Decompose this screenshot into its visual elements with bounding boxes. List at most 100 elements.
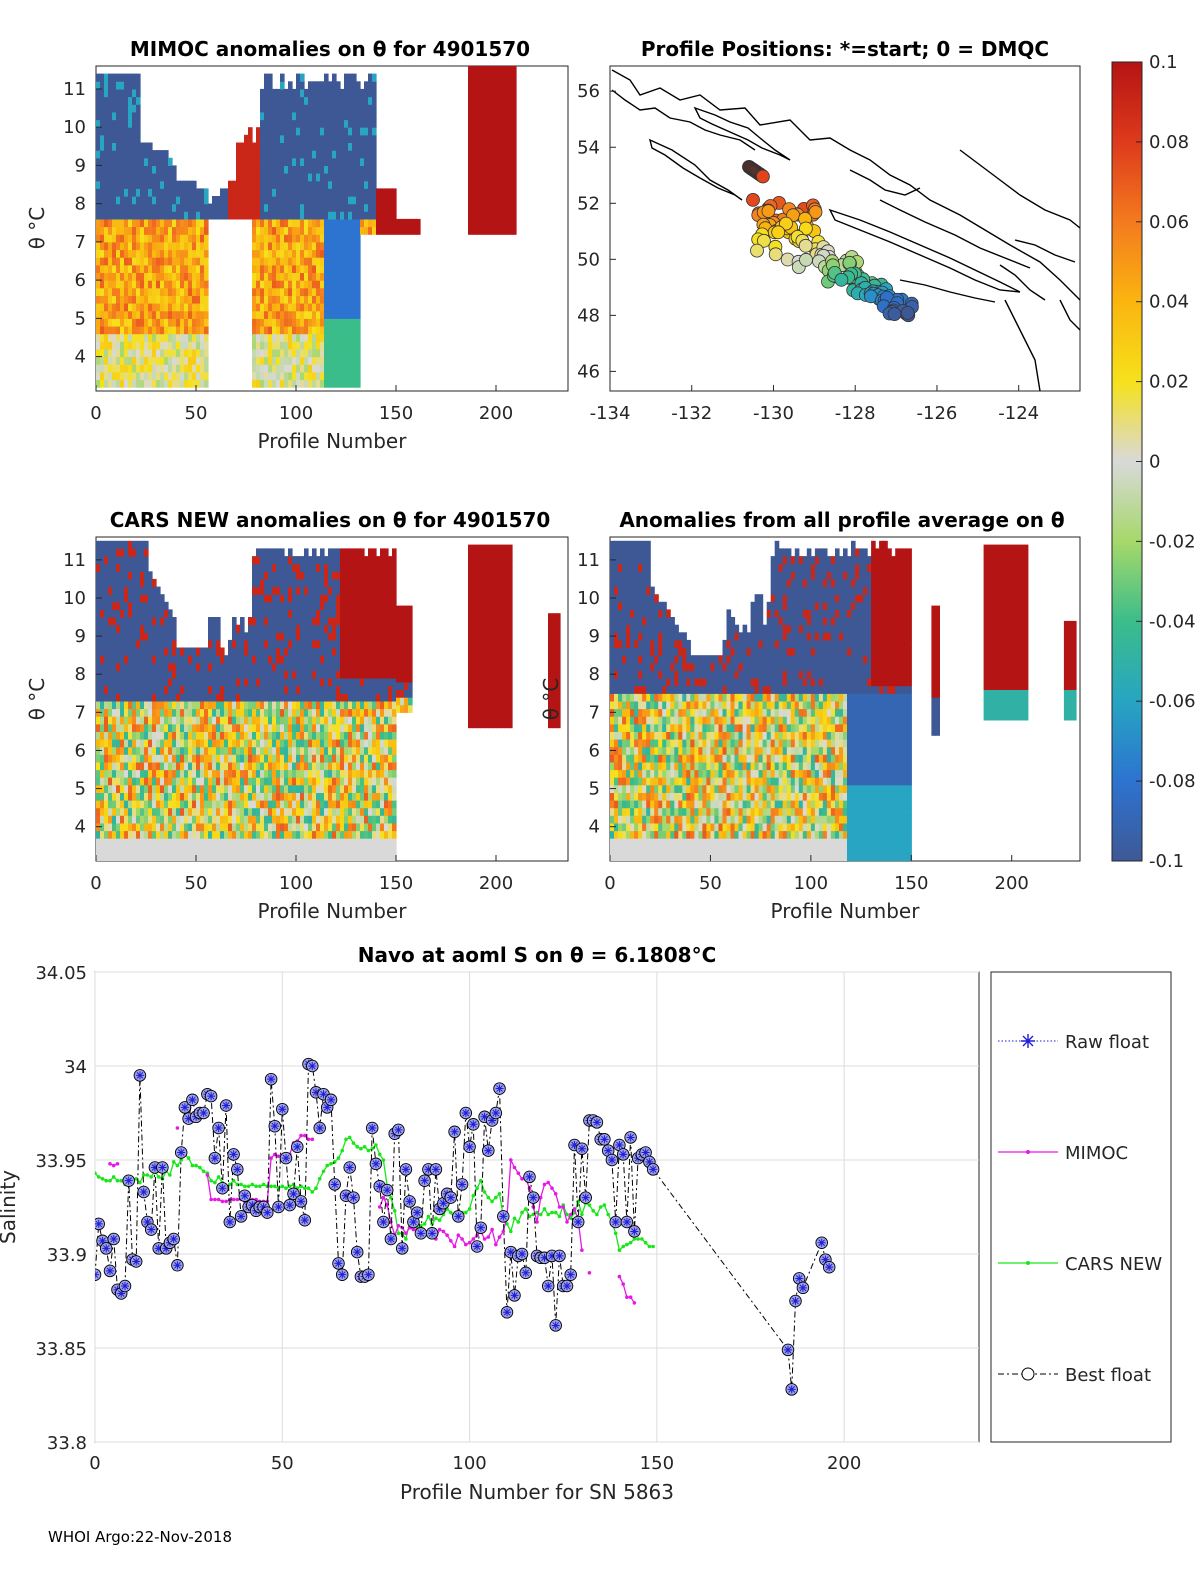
heatmap-cell — [96, 685, 101, 694]
heatmap-cell — [188, 739, 193, 748]
heatmap-cell — [260, 761, 265, 771]
heatmap-cell — [112, 326, 117, 335]
heatmap-cell — [240, 693, 245, 702]
heatmap-cell — [200, 341, 205, 350]
heatmap-cell — [336, 708, 341, 717]
heatmap-cell — [160, 746, 165, 755]
heatmap-cell — [248, 188, 253, 197]
heatmap-cell — [328, 815, 333, 824]
heatmap-cell — [192, 693, 197, 702]
heatmap-cell — [284, 563, 289, 572]
heatmap-cell — [256, 777, 261, 786]
heatmap-cell — [240, 165, 245, 174]
heatmap-cell — [148, 157, 153, 166]
heatmap-cell — [244, 700, 249, 710]
heatmap-cell — [160, 662, 165, 671]
heatmap-cell — [312, 777, 317, 786]
heatmap-cell — [236, 157, 241, 166]
heatmap-cell — [212, 639, 217, 649]
heatmap-cell — [492, 157, 497, 166]
heatmap-cell — [184, 180, 189, 189]
heatmap-cell — [312, 830, 317, 839]
heatmap-cell — [144, 754, 149, 763]
heatmap-cell — [340, 211, 345, 220]
heatmap-cell — [256, 624, 261, 633]
heatmap-cell — [468, 66, 473, 75]
heatmap-cell — [136, 624, 141, 633]
heatmap-cell — [244, 784, 249, 793]
heatmap-cell — [308, 173, 313, 182]
heatmap-cell — [204, 203, 209, 212]
heatmap-cell — [252, 150, 257, 159]
heatmap-cell — [200, 379, 205, 388]
heatmap-cell — [112, 196, 117, 205]
heatmap-cell — [180, 746, 185, 755]
heatmap-cell — [320, 203, 325, 212]
heatmap-cell — [244, 693, 249, 702]
heatmap-cell — [312, 295, 317, 304]
heatmap-cell — [104, 249, 109, 258]
heatmap-cell — [148, 578, 153, 588]
heatmap-cell — [272, 88, 277, 98]
heatmap-cell — [120, 662, 125, 671]
heatmap-cell — [400, 226, 405, 235]
heatmap-cell — [188, 356, 193, 365]
heatmap-cell — [100, 104, 105, 113]
heatmap-cell — [180, 777, 185, 786]
heatmap-cell — [160, 594, 165, 603]
heatmap-cell — [332, 693, 337, 702]
heatmap-cell — [308, 571, 313, 580]
heatmap-cell — [240, 708, 245, 717]
heatmap-cell — [188, 264, 193, 273]
heatmap-cell — [324, 571, 329, 580]
heatmap-cell — [320, 226, 325, 235]
heatmap-cell — [272, 693, 277, 702]
heatmap-cell — [140, 257, 145, 266]
heatmap-cell — [256, 586, 261, 595]
heatmap-cell — [292, 264, 297, 273]
heatmap-cell — [276, 784, 281, 793]
heatmap-cell — [320, 807, 325, 816]
heatmap-cell — [100, 150, 105, 159]
heatmap-cell — [316, 639, 321, 649]
heatmap-cell — [108, 226, 113, 235]
heatmap-cell — [336, 800, 341, 809]
heatmap-cell — [312, 249, 317, 258]
heatmap-cell — [336, 310, 341, 319]
heatmap-cell — [276, 586, 281, 595]
heatmap-cell — [188, 379, 193, 388]
heatmap-cell — [316, 777, 321, 786]
heatmap-cell — [208, 632, 213, 641]
heatmap-cell — [96, 761, 101, 771]
heatmap-cell — [236, 800, 241, 809]
heatmap-cell — [200, 845, 205, 854]
heatmap-cell — [296, 134, 301, 143]
heatmap-cell — [296, 685, 301, 694]
heatmap-cell — [172, 647, 177, 656]
heatmap-cell — [124, 731, 129, 740]
heatmap-cell — [344, 180, 349, 189]
heatmap-cell — [172, 341, 177, 350]
heatmap-cell — [188, 655, 193, 664]
heatmap-cell — [248, 845, 253, 854]
heatmap-cell — [200, 792, 205, 801]
heatmap-cell — [252, 203, 257, 212]
heatmap-cell — [272, 639, 277, 649]
heatmap-cell — [316, 119, 321, 128]
heatmap-cell — [136, 716, 141, 725]
heatmap-cell — [124, 81, 129, 90]
heatmap-cell — [112, 318, 117, 327]
heatmap-cell — [268, 127, 273, 136]
heatmap-cell — [312, 272, 317, 281]
heatmap-cell — [100, 142, 105, 151]
heatmap-cell — [276, 609, 281, 618]
heatmap-cell — [116, 617, 121, 626]
heatmap-cell — [140, 700, 145, 710]
heatmap-cell — [108, 662, 113, 671]
heatmap-cell — [260, 632, 265, 641]
heatmap-cell — [268, 571, 273, 580]
heatmap-cell — [236, 655, 241, 664]
heatmap-cell — [228, 700, 233, 710]
heatmap-cell — [260, 548, 265, 557]
heatmap-cell — [228, 838, 233, 847]
